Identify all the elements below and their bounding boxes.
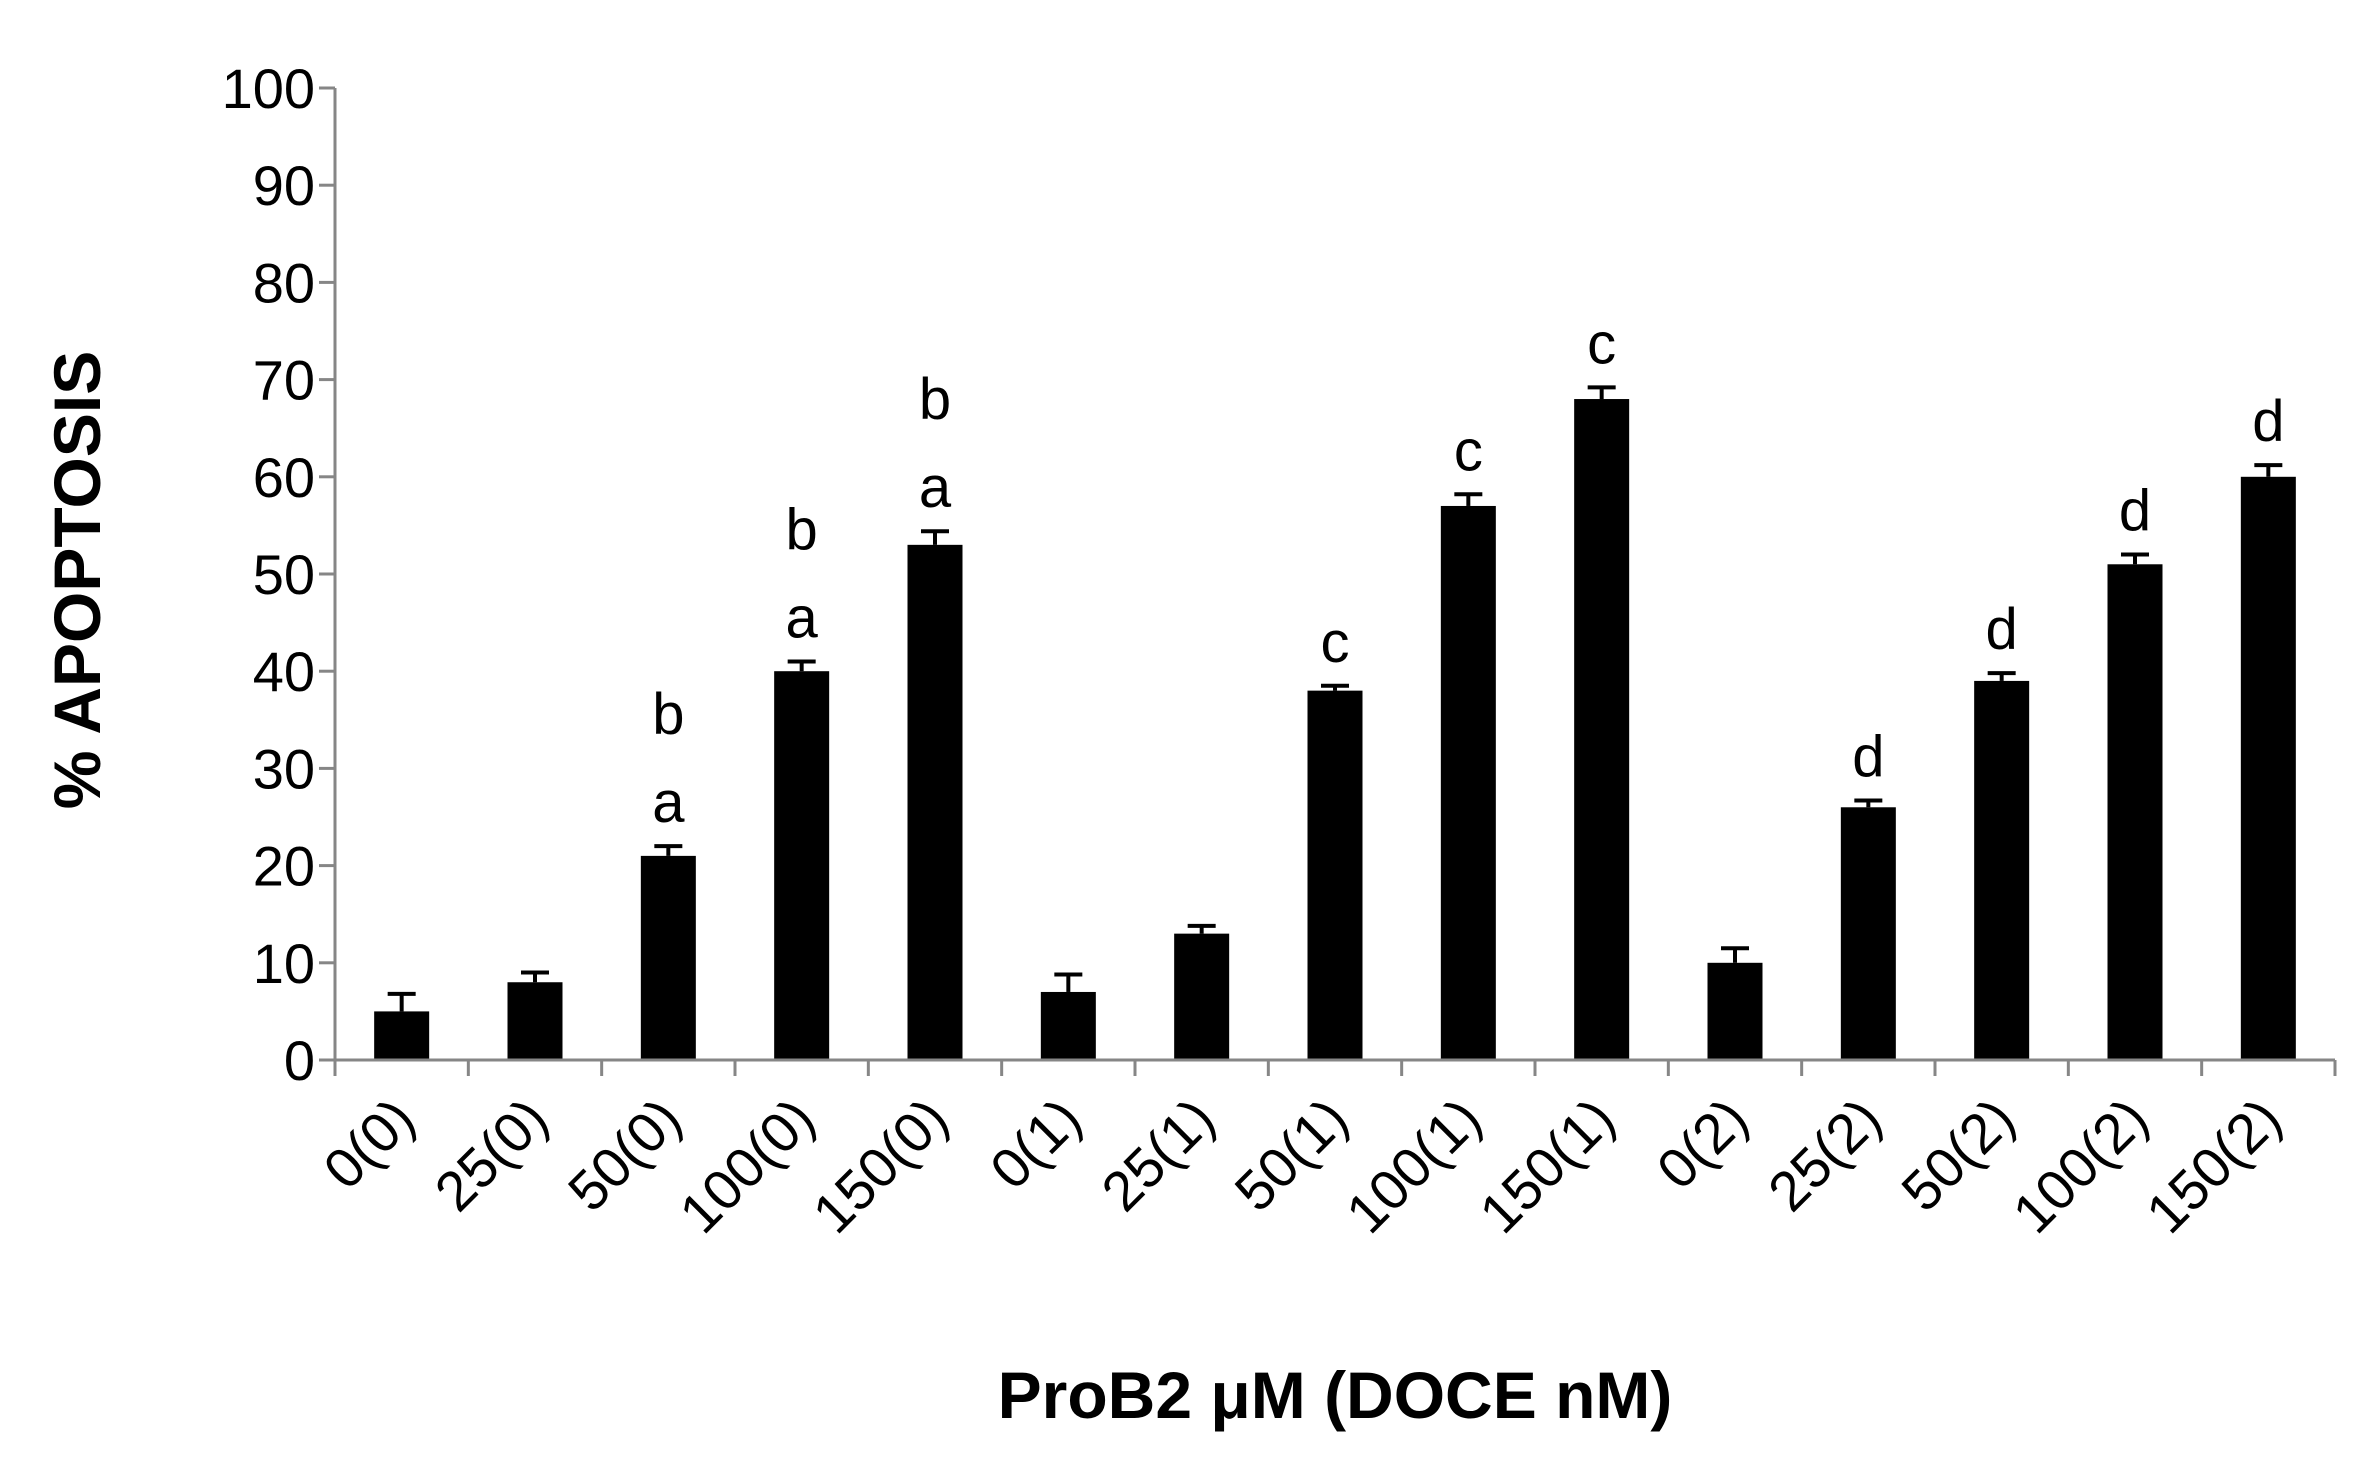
- y-tick-label: 90: [253, 154, 315, 217]
- bar-0(0): [374, 1011, 430, 1060]
- x-category-label: 100(1): [1334, 1086, 1493, 1245]
- bars: [374, 399, 2296, 1061]
- x-axis-ticks: [333, 1060, 2337, 1076]
- x-category-label: 150(0): [800, 1086, 959, 1245]
- y-tick-label: 10: [253, 932, 315, 995]
- bar-100(1): [1440, 505, 1496, 1061]
- bar-50(0): [640, 855, 696, 1060]
- bar-150(0): [907, 544, 963, 1060]
- y-axis-title: % APOPTOSIS: [40, 351, 114, 809]
- y-tick-label: 80: [253, 251, 315, 314]
- x-category-label: 0(1): [978, 1086, 1093, 1201]
- x-category-label: 25(1): [1089, 1086, 1226, 1223]
- bar-25(1): [1174, 933, 1230, 1060]
- x-axis-category-labels: 0(0)25(0)50(0)100(0)150(0) 0(1)25(1)50(1)…: [311, 1086, 2293, 1245]
- bar-25(2): [1840, 807, 1896, 1060]
- bar-50(1): [1307, 690, 1363, 1060]
- significance-label: d: [2252, 389, 2284, 454]
- significance-label: d: [2119, 479, 2151, 544]
- x-category-label: 100(0): [667, 1086, 826, 1245]
- bar-100(0): [774, 671, 830, 1060]
- significance-label: b: [786, 497, 818, 562]
- bar-150(1): [1574, 399, 1630, 1060]
- x-category-label: 150(1): [1467, 1086, 1626, 1245]
- x-category-label: 0(2): [1645, 1086, 1760, 1201]
- x-axis-title: ProB2 μM (DOCE nM): [998, 1358, 1673, 1432]
- significance-label: a: [919, 455, 952, 520]
- significance-label: a: [786, 585, 819, 650]
- bar-0(2): [1707, 962, 1763, 1060]
- significance-label: c: [1587, 311, 1616, 376]
- y-tick-label: 50: [253, 543, 315, 606]
- x-category-label: 0(0): [311, 1086, 426, 1201]
- significance-label: d: [1852, 724, 1884, 789]
- y-tick-label: 30: [253, 737, 315, 800]
- y-tick-label: 0: [284, 1029, 315, 1092]
- significance-label: d: [1986, 597, 2018, 662]
- significance-label: c: [1321, 610, 1350, 675]
- y-tick-label: 40: [253, 640, 315, 703]
- y-tick-label: 70: [253, 349, 315, 412]
- x-category-label: 150(2): [2134, 1086, 2293, 1245]
- significance-label: b: [919, 367, 951, 432]
- bar-150(2): [2240, 476, 2296, 1060]
- y-tick-label: 60: [253, 446, 315, 509]
- error-bars: [387, 385, 2283, 1012]
- y-tick-label: 100: [222, 57, 315, 120]
- bar-50(2): [1974, 680, 2030, 1060]
- bar-100(2): [2107, 564, 2163, 1060]
- bar-0(1): [1040, 991, 1096, 1060]
- x-category-label: 25(2): [1756, 1086, 1893, 1223]
- significance-label: b: [652, 682, 684, 747]
- y-tick-label: 20: [253, 835, 315, 898]
- bar-25(0): [507, 982, 563, 1060]
- x-category-label: 100(2): [2000, 1086, 2159, 1245]
- x-category-label: 25(0): [422, 1086, 559, 1223]
- significance-label: c: [1454, 418, 1483, 483]
- significance-label: a: [652, 770, 685, 835]
- y-axis-ticks: 0 10 20 30 40 50 60 70 80 90 100: [222, 57, 335, 1092]
